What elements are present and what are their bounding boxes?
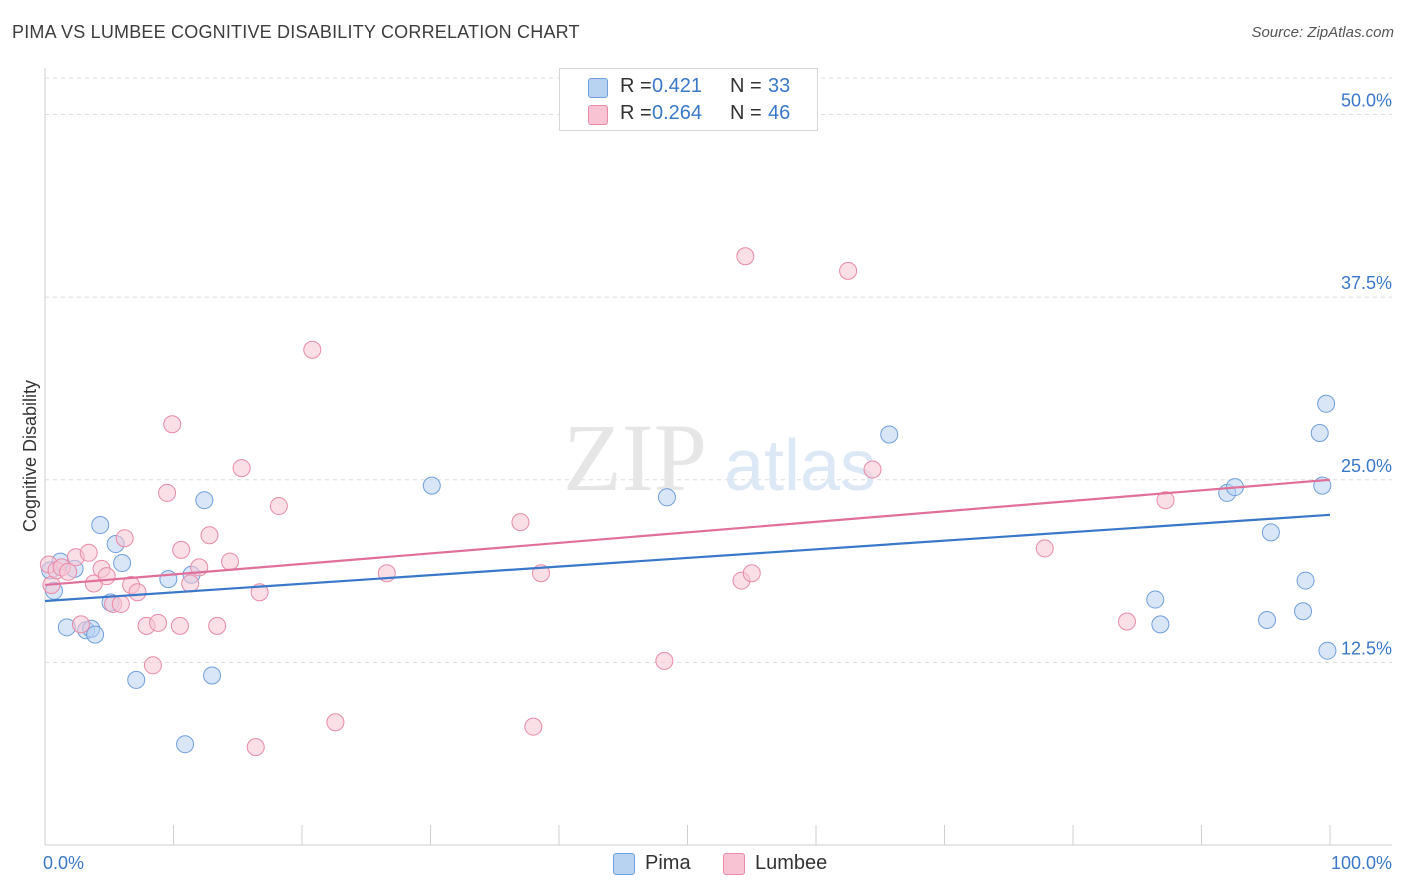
- lumbee-trend-line: [44, 478, 1331, 587]
- lumbee-point[interactable]: [128, 583, 147, 602]
- lumbee-point[interactable]: [181, 574, 200, 593]
- lumbee-point[interactable]: [269, 497, 288, 516]
- lumbee-point[interactable]: [115, 529, 134, 548]
- lumbee-point[interactable]: [1156, 491, 1175, 510]
- pima-point[interactable]: [1294, 602, 1313, 621]
- lumbee-point[interactable]: [71, 615, 90, 634]
- lumbee-point[interactable]: [524, 717, 543, 736]
- lumbee-point[interactable]: [170, 616, 189, 635]
- pima-point[interactable]: [1310, 424, 1329, 443]
- lumbee-point[interactable]: [172, 540, 191, 559]
- pima-point[interactable]: [159, 570, 178, 589]
- lumbee-point[interactable]: [326, 713, 345, 732]
- lumbee-point[interactable]: [246, 738, 265, 757]
- lumbee-point[interactable]: [59, 562, 78, 581]
- pima-point[interactable]: [176, 735, 195, 754]
- lumbee-point[interactable]: [97, 567, 116, 586]
- lumbee-point[interactable]: [232, 459, 251, 478]
- lumbee-point[interactable]: [163, 415, 182, 434]
- pima-trend-line: [44, 513, 1331, 603]
- pima-point[interactable]: [657, 488, 676, 507]
- pima-point[interactable]: [113, 554, 132, 573]
- lumbee-point[interactable]: [79, 543, 98, 562]
- y-tick-label: 50.0%: [1341, 91, 1392, 111]
- pima-legend-label: Pima: [645, 852, 691, 874]
- x-tick-label: 0.0%: [43, 853, 84, 873]
- pima-point[interactable]: [195, 491, 214, 510]
- lumbee-point[interactable]: [208, 616, 227, 635]
- lumbee-r-value: 0.264: [652, 102, 703, 124]
- pima-point[interactable]: [422, 476, 441, 495]
- lumbee-point[interactable]: [736, 247, 755, 266]
- pima-point[interactable]: [1261, 523, 1280, 542]
- pima-point[interactable]: [1151, 615, 1170, 634]
- pima-r-value: 0.421: [652, 75, 703, 97]
- pima-point[interactable]: [1318, 641, 1337, 660]
- lumbee-point[interactable]: [863, 460, 882, 479]
- lumbee-legend-label: Lumbee: [755, 852, 828, 874]
- x-tick-label: 100.0%: [1331, 853, 1392, 873]
- lumbee-r-label: R =: [620, 102, 652, 124]
- pima-swatch: [588, 78, 608, 98]
- lumbee-n-label: N =: [730, 102, 762, 124]
- pima-point[interactable]: [1317, 394, 1336, 413]
- lumbee-n-value: 46: [768, 102, 791, 124]
- pima-point[interactable]: [1258, 611, 1277, 630]
- pima-n-value: 33: [768, 75, 791, 97]
- pima-point[interactable]: [1146, 590, 1165, 609]
- trend-layer: [44, 478, 1331, 603]
- correlation-legend: R = 0.421 N = 33 R = 0.264 N = 46: [559, 68, 818, 131]
- y-axis-label: Cognitive Disability: [20, 380, 40, 532]
- pima-legend-swatch: [613, 853, 635, 875]
- lumbee-point[interactable]: [742, 564, 761, 583]
- y-tick-label: 25.0%: [1341, 456, 1392, 476]
- pima-point[interactable]: [203, 666, 222, 685]
- pima-point[interactable]: [86, 625, 105, 644]
- pima-point[interactable]: [880, 425, 899, 444]
- chart-title: PIMA VS LUMBEE COGNITIVE DISABILITY CORR…: [12, 22, 580, 42]
- y-tick-label: 37.5%: [1341, 273, 1392, 293]
- pima-point[interactable]: [127, 670, 146, 689]
- pima-point[interactable]: [91, 516, 110, 535]
- grid-layer: [45, 77, 1392, 663]
- watermark-atlas: atlas: [724, 426, 876, 506]
- lumbee-point[interactable]: [1117, 612, 1136, 631]
- lumbee-point[interactable]: [143, 656, 162, 675]
- y-tick-label: 12.5%: [1341, 638, 1392, 658]
- lumbee-point[interactable]: [200, 526, 219, 545]
- axis-layer: 12.5% 25.0% 37.5% 50.0% 0.0% 100.0%: [43, 68, 1392, 873]
- lumbee-point[interactable]: [158, 483, 177, 502]
- pima-n-label: N =: [730, 75, 762, 97]
- lumbee-point[interactable]: [655, 651, 674, 670]
- watermark-zip: ZIP: [563, 404, 707, 511]
- lumbee-point[interactable]: [1035, 539, 1054, 558]
- lumbee-point[interactable]: [111, 594, 130, 613]
- lumbee-legend-swatch: [723, 853, 745, 875]
- lumbee-point[interactable]: [221, 552, 240, 571]
- points-layer: [39, 247, 1337, 757]
- lumbee-point[interactable]: [511, 513, 530, 532]
- lumbee-swatch: [588, 105, 608, 125]
- lumbee-point[interactable]: [839, 261, 858, 280]
- pima-point[interactable]: [1296, 571, 1315, 590]
- pima-r-label: R =: [620, 75, 652, 97]
- source-credit: Source: ZipAtlas.com: [1251, 24, 1394, 41]
- lumbee-point[interactable]: [149, 613, 168, 632]
- lumbee-point[interactable]: [303, 340, 322, 359]
